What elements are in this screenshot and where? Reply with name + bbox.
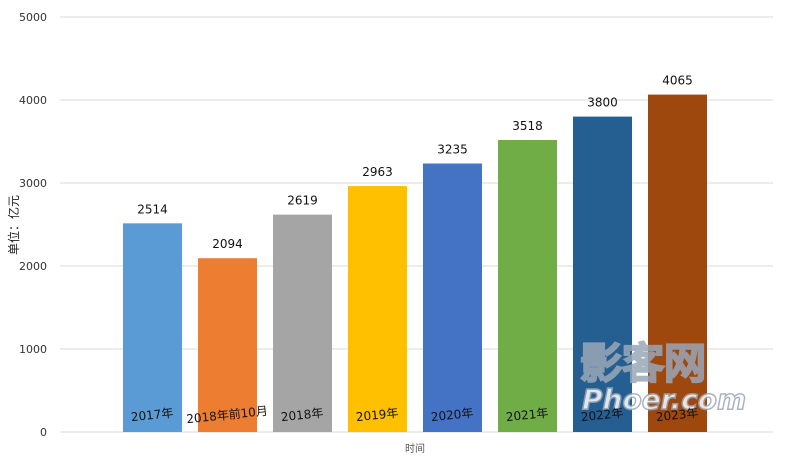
category-label: 2021年 [505,406,549,424]
category-labels: 2017年 2018年前10月 2018年 2019年 2020年 2021年 2022年 2… [130,403,699,426]
data-label: 2514 [137,202,168,216]
y-tick-label: 3000 [19,177,47,190]
data-label: 2094 [212,237,243,251]
category-label: 2022年 [580,406,624,424]
x-axis-title: 时间 [405,442,425,454]
bar [198,258,257,432]
data-label: 3518 [512,119,543,133]
bar [273,214,332,432]
watermark-logo-text: 影客网 [580,339,706,388]
category-label: 2018年 [280,406,324,424]
data-label: 4065 [662,74,693,88]
category-label: 2023年 [655,406,699,424]
y-tick-label: 2000 [19,260,47,273]
data-label: 2963 [362,165,393,179]
bar [573,116,632,432]
category-label: 2017年 [130,406,174,424]
y-tick-label: 0 [40,426,47,439]
bar [348,186,407,432]
bar [498,140,557,433]
data-labels: 2514 2094 2619 2963 3235 3518 3800 4065 [137,74,693,252]
category-label: 2019年 [355,406,399,424]
y-axis-title: 单位：亿元 [6,195,21,255]
category-label: 2020年 [430,406,474,424]
watermark-url-text: Phoer.com [582,383,746,416]
y-tick-label: 4000 [19,94,47,107]
bar [123,223,182,432]
watermark: 影客网 Phoer.com [579,338,747,417]
data-label: 2619 [287,194,318,208]
y-axis-ticks: 0 1000 2000 3000 4000 5000 [19,11,47,439]
y-tick-label: 1000 [19,343,47,356]
bars [123,94,707,433]
bar [648,94,707,432]
y-tick-label: 5000 [19,11,47,24]
bar [423,163,482,432]
data-label: 3235 [437,142,468,156]
data-label: 3800 [587,96,618,110]
